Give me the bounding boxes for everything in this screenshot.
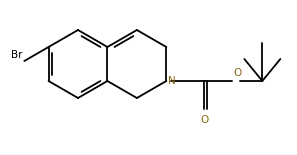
Text: O: O: [233, 68, 241, 78]
Text: N: N: [168, 76, 176, 86]
Text: O: O: [200, 115, 208, 125]
Text: Br: Br: [11, 50, 22, 60]
